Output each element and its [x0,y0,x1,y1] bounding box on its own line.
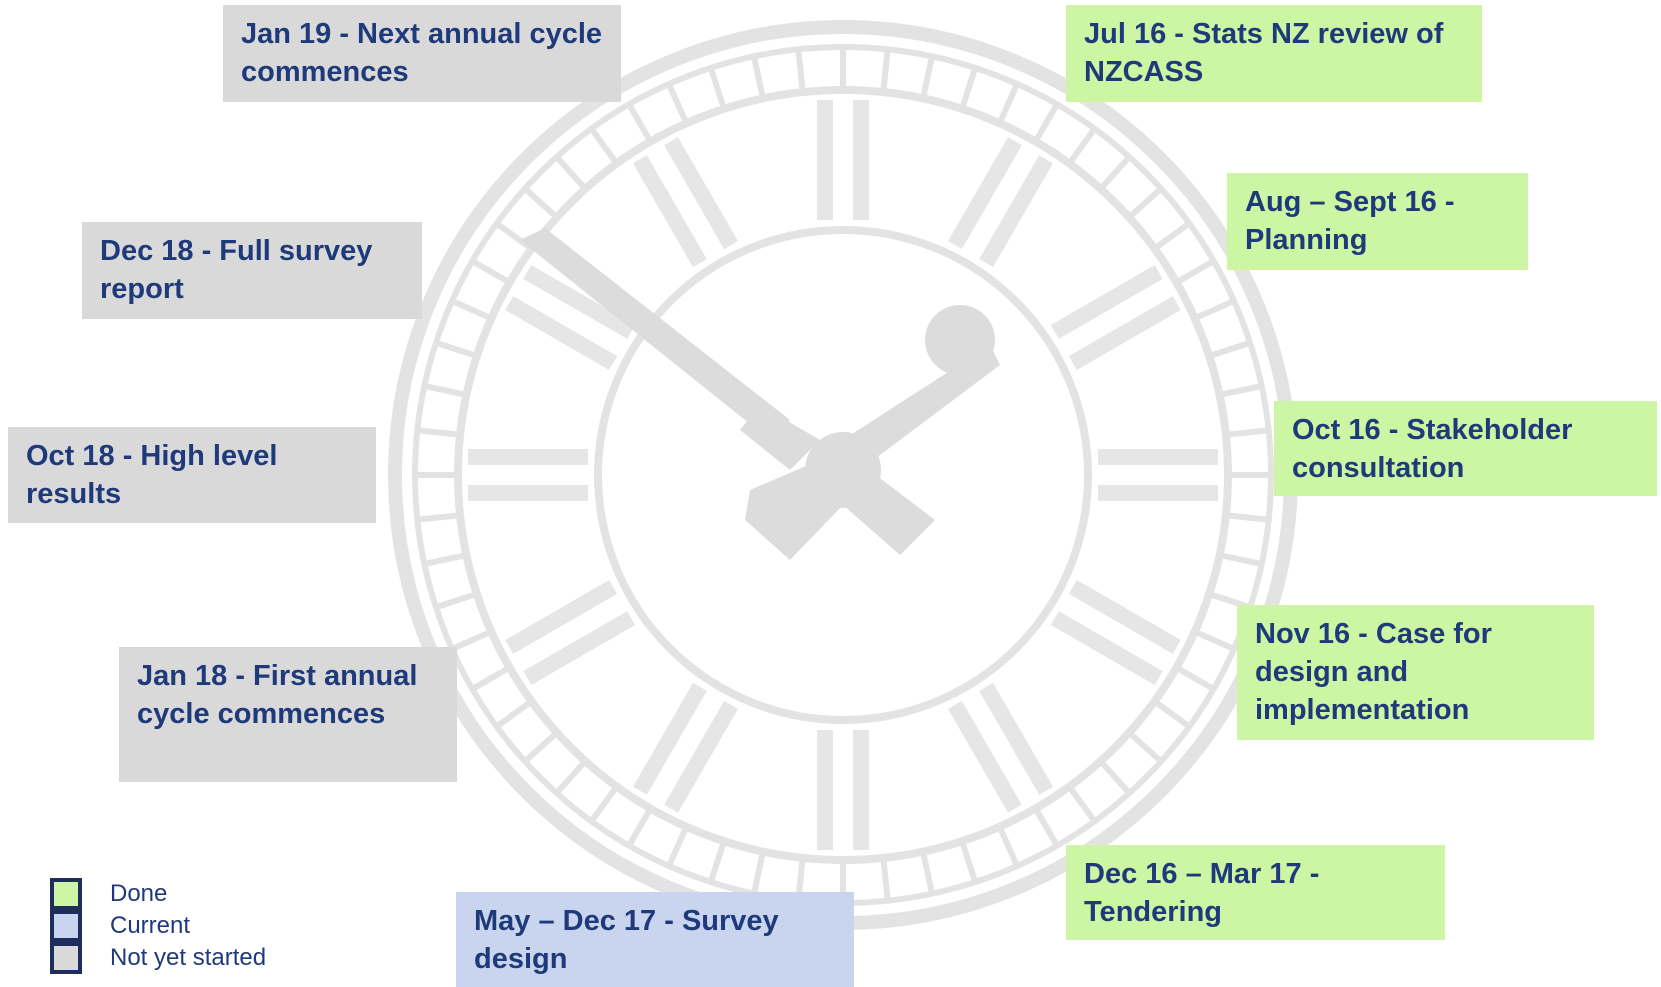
clock-tick [474,669,507,688]
legend-label: Not yet started [110,942,266,974]
clock-tick [1212,343,1248,355]
clock-tick [1197,302,1232,317]
milestone-box: Jul 16 - Stats NZ review of NZCASS [1066,5,1482,102]
milestone-box: Oct 18 - High level results [8,427,376,523]
clock-tick [963,70,975,106]
clock-tick [558,763,583,791]
milestone-box: May – Dec 17 - Survey design [456,892,854,987]
clock-tick [670,829,685,864]
legend-swatch [50,942,82,974]
clock-tick [754,855,762,892]
clock-tick [558,158,583,186]
clock-tick [630,106,649,139]
milestone-box: Dec 16 – Mar 17 - Tendering [1066,845,1445,940]
milestone-box: Jan 19 - Next annual cycle commences [223,5,621,102]
clock-tick [526,190,554,215]
milestone-box: Aug – Sept 16 - Planning [1227,173,1528,270]
clock-tick [1229,516,1267,520]
clock-tick [1223,556,1260,564]
clock-tick [438,595,474,607]
clock-tick [419,516,457,520]
clock-tick [426,386,463,394]
clock-tick [798,51,802,89]
clock-tick [630,811,649,844]
legend-swatch [50,910,82,942]
legend-label: Done [110,878,167,910]
clock-tick [1223,386,1260,394]
clock-tick [1131,190,1159,215]
clock-tick [498,703,529,725]
page: (() => { const data = JSON.parse(documen… [0,0,1661,987]
clock-tick [924,855,932,892]
legend-swatch [50,878,82,910]
clock-tick [1157,225,1188,247]
milestone-box: Nov 16 - Case for design and implementat… [1237,605,1594,740]
clock-tick [1179,669,1212,688]
legend-label: Current [110,910,190,942]
clock-tick [1071,130,1093,161]
clock-tick [1131,735,1159,760]
clock-tick [670,86,685,121]
clock-tick [884,861,888,899]
clock-tick [419,430,457,434]
milestone-box: Oct 16 - Stakeholder consultation [1274,401,1657,496]
clock-tick [454,302,489,317]
milestone-box: Dec 18 - Full survey report [82,222,422,319]
clock-tick [1179,262,1212,281]
clock-tick [1229,430,1267,434]
clock-tick [454,633,489,648]
clock-tick [438,343,474,355]
clock-tick [526,735,554,760]
clock-tick [474,262,507,281]
clock-tick [1037,106,1056,139]
clock-tick [1103,763,1128,791]
clock-tick [754,58,762,95]
clock-tick [711,70,723,106]
milestone-box: Jan 18 - First annual cycle commences [119,647,457,782]
clock-tick [1071,789,1093,820]
clock-tick [884,51,888,89]
clock-tick [1103,158,1128,186]
clock-tick [711,844,723,880]
clock-tick [593,789,615,820]
clock-tick [426,556,463,564]
clock-tick [924,58,932,95]
clock-tick [593,130,615,161]
clock-tick [1197,633,1232,648]
clock-tick [1157,703,1188,725]
clock-tick [1001,829,1016,864]
clock-tick [1037,811,1056,844]
clock-tick [1001,86,1016,121]
clock-tick [963,844,975,880]
